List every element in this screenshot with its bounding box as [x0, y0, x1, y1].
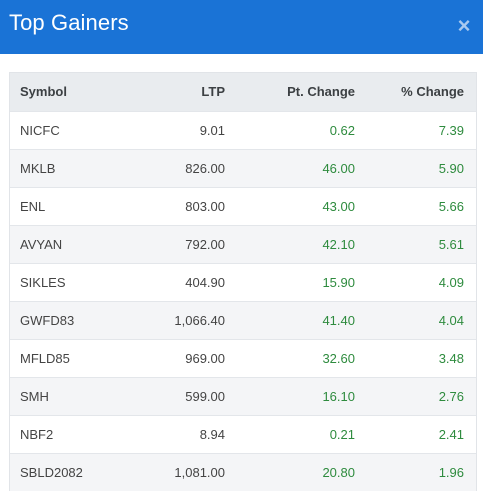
- cell-pt-change: 41.40: [322, 312, 355, 328]
- gainers-table-container: Symbol LTP Pt. Change % Change NICFC 9.0…: [9, 72, 477, 491]
- table-row[interactable]: GWFD83 1,066.40 41.40 4.04: [10, 301, 476, 339]
- cell-pct-change: 2.41: [438, 426, 464, 442]
- cell-pt-change: 42.10: [322, 236, 355, 252]
- cell-ltp: 1,066.40: [174, 312, 225, 328]
- cell-pt-change: 15.90: [322, 274, 355, 290]
- table-row[interactable]: MKLB 826.00 46.00 5.90: [10, 149, 476, 187]
- cell-pct-change: 2.76: [438, 388, 464, 404]
- table-row[interactable]: AVYAN 792.00 42.10 5.61: [10, 225, 476, 263]
- cell-pct-change: 4.09: [438, 274, 464, 290]
- cell-ltp: 803.00: [185, 198, 225, 214]
- cell-pct-change: 5.61: [438, 236, 464, 252]
- column-header-symbol[interactable]: Symbol: [20, 84, 67, 100]
- cell-symbol: SMH: [20, 388, 49, 404]
- table-header-row: Symbol LTP Pt. Change % Change: [10, 73, 476, 111]
- cell-ltp: 9.01: [199, 122, 225, 138]
- cell-pt-change: 32.60: [322, 350, 355, 366]
- cell-symbol: GWFD83: [20, 312, 75, 328]
- cell-symbol: NBF2: [20, 426, 54, 442]
- column-header-pt-change[interactable]: Pt. Change: [287, 84, 355, 100]
- modal-title: Top Gainers: [9, 10, 129, 35]
- table-row[interactable]: MFLD85 969.00 32.60 3.48: [10, 339, 476, 377]
- table-row[interactable]: NICFC 9.01 0.62 7.39: [10, 111, 476, 149]
- cell-symbol: ENL: [20, 198, 46, 214]
- cell-ltp: 8.94: [199, 426, 225, 442]
- cell-pct-change: 5.66: [438, 198, 464, 214]
- cell-pt-change: 0.62: [329, 122, 355, 138]
- table-row[interactable]: SBLD2082 1,081.00 20.80 1.96: [10, 453, 476, 491]
- cell-symbol: SBLD2082: [20, 464, 83, 480]
- close-icon[interactable]: ×: [457, 13, 471, 38]
- cell-pt-change: 16.10: [322, 388, 355, 404]
- cell-pt-change: 43.00: [322, 198, 355, 214]
- table-row[interactable]: SMH 599.00 16.10 2.76: [10, 377, 476, 415]
- cell-ltp: 1,081.00: [174, 464, 225, 480]
- cell-ltp: 826.00: [185, 160, 225, 176]
- cell-pt-change: 20.80: [322, 464, 355, 480]
- gainers-table: Symbol LTP Pt. Change % Change NICFC 9.0…: [10, 73, 476, 491]
- cell-ltp: 792.00: [185, 236, 225, 252]
- cell-ltp: 599.00: [185, 388, 225, 404]
- cell-pct-change: 1.96: [438, 464, 464, 480]
- cell-symbol: MKLB: [20, 160, 56, 176]
- cell-symbol: MFLD85: [20, 350, 70, 366]
- cell-ltp: 969.00: [185, 350, 225, 366]
- cell-pct-change: 4.04: [438, 312, 464, 328]
- cell-ltp: 404.90: [185, 274, 225, 290]
- cell-pt-change: 46.00: [322, 160, 355, 176]
- cell-pct-change: 7.39: [438, 122, 464, 138]
- table-row[interactable]: ENL 803.00 43.00 5.66: [10, 187, 476, 225]
- cell-pct-change: 5.90: [438, 160, 464, 176]
- cell-pct-change: 3.48: [438, 350, 464, 366]
- table-row[interactable]: SIKLES 404.90 15.90 4.09: [10, 263, 476, 301]
- cell-pt-change: 0.21: [329, 426, 355, 442]
- column-header-ltp[interactable]: LTP: [201, 84, 225, 100]
- table-row[interactable]: NBF2 8.94 0.21 2.41: [10, 415, 476, 453]
- cell-symbol: AVYAN: [20, 236, 63, 252]
- column-header-pct-change[interactable]: % Change: [401, 84, 464, 100]
- modal-header: Top Gainers ×: [0, 0, 483, 54]
- cell-symbol: NICFC: [20, 122, 60, 138]
- cell-symbol: SIKLES: [20, 274, 66, 290]
